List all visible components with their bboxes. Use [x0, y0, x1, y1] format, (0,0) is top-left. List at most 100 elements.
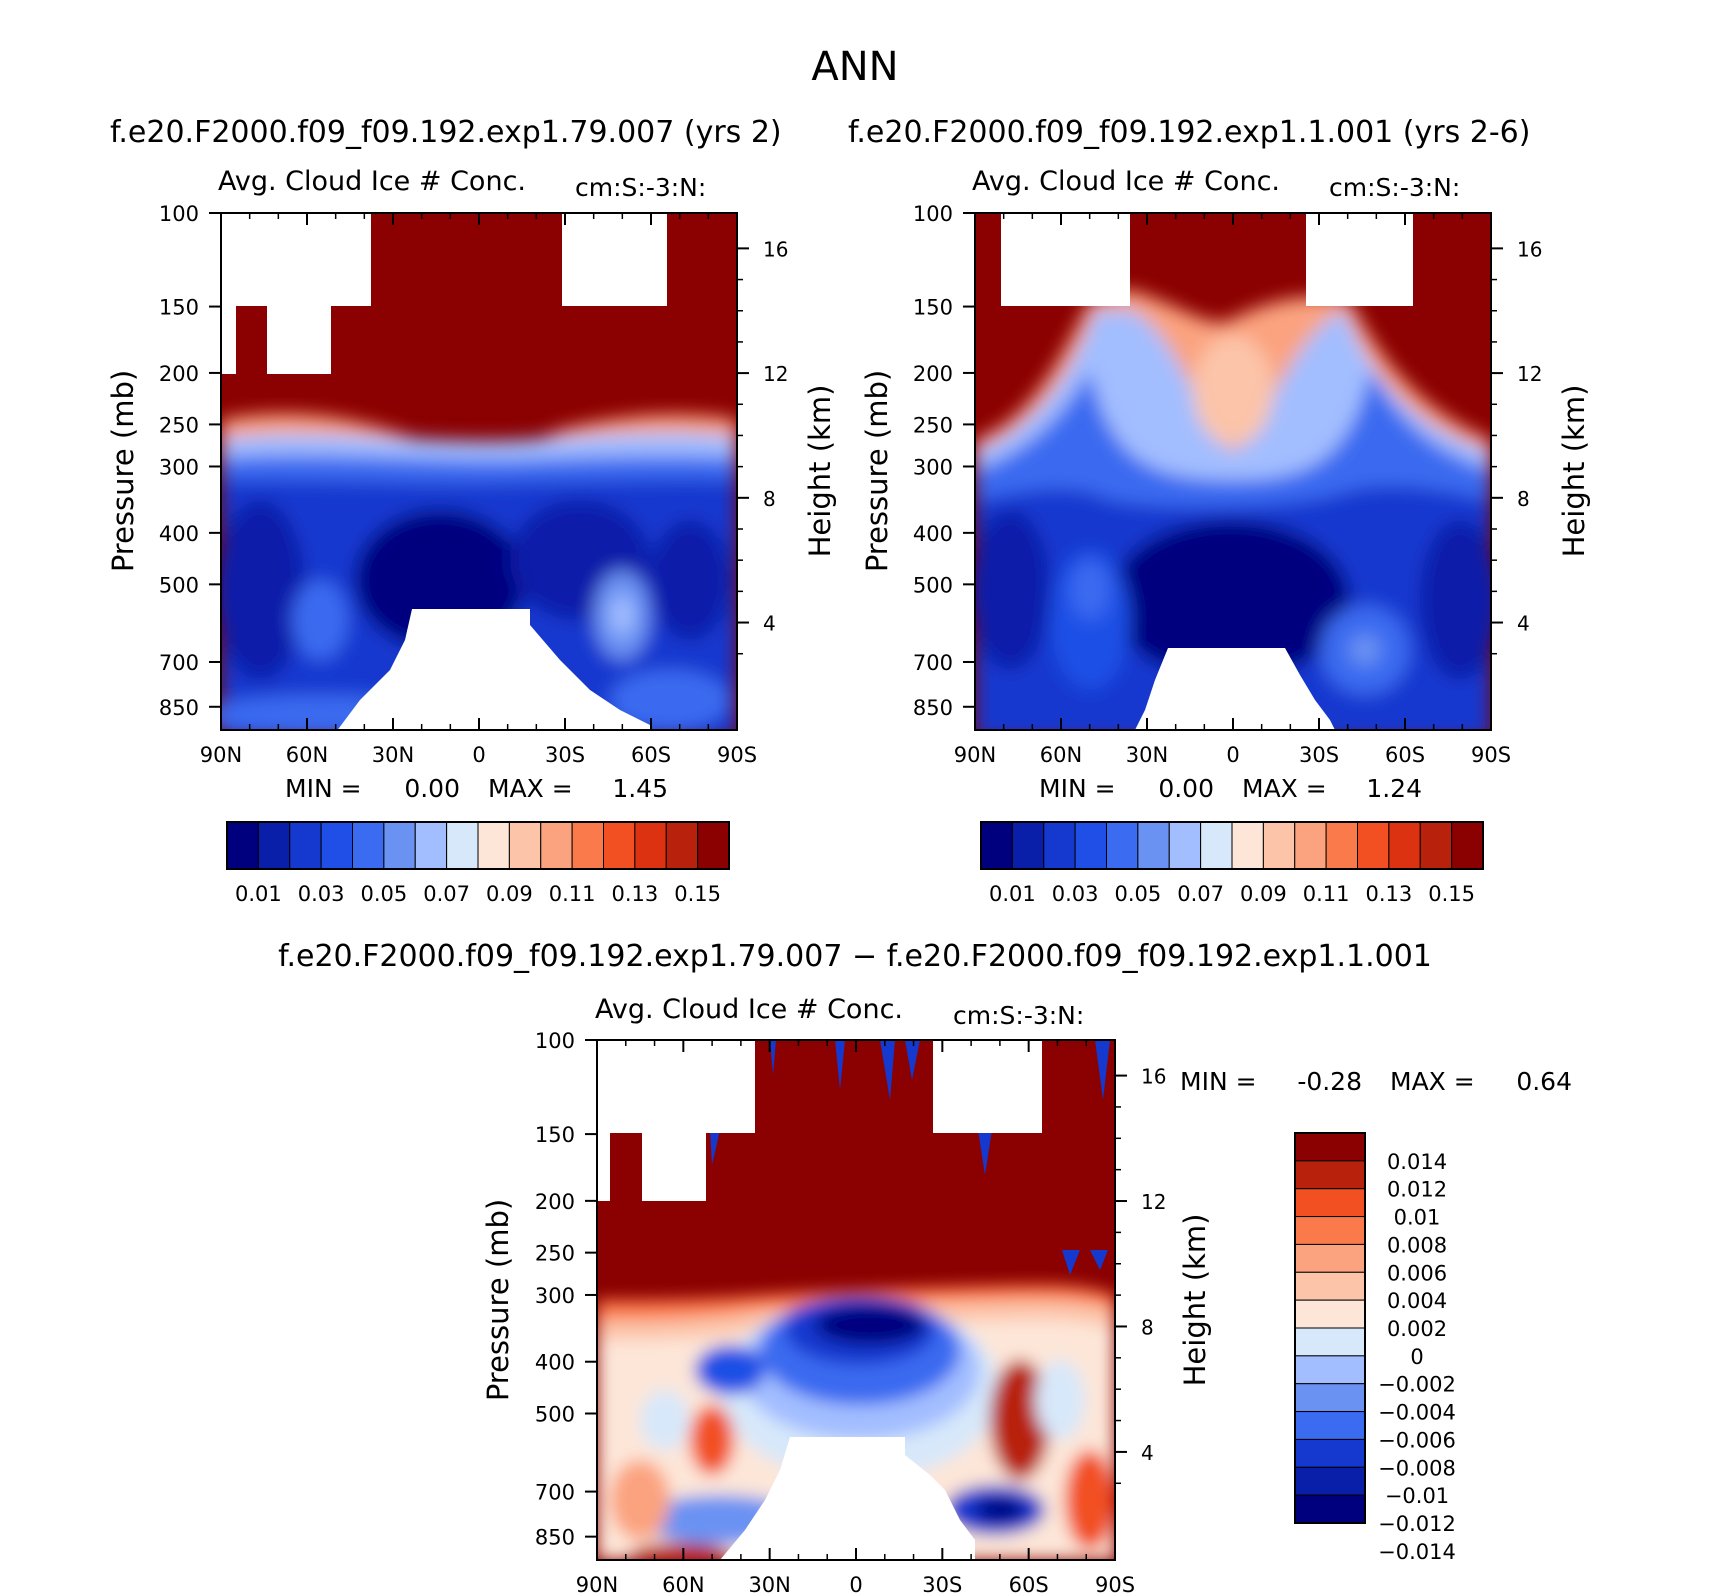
colorbar-swatch [1294, 1494, 1366, 1524]
colorbar-swatch [1325, 821, 1358, 870]
colorbar-swatch [540, 821, 573, 870]
diff-title: f.e20.F2000.f09_f09.192.exp1.79.007 − f.… [278, 939, 1432, 974]
panel-c-min-label: MIN = [1180, 1067, 1257, 1096]
colorbar-label: 0.05 [1114, 882, 1161, 906]
x-tick-label: 30S [922, 1573, 962, 1596]
x-tick-label: 60N [1040, 743, 1082, 767]
colorbar-swatch [665, 821, 699, 870]
panel-a-stats: MIN = 0.00 MAX = 1.45 [285, 774, 668, 803]
y-tick-label: 150 [913, 296, 953, 320]
colorbar-frame [980, 821, 1484, 870]
y-tick-label: 400 [535, 1351, 575, 1375]
y-right-tick-label: 8 [1141, 1315, 1154, 1339]
x-tick-label: 0 [1226, 743, 1239, 767]
panel-b-var-label: Avg. Cloud Ice # Conc. [972, 166, 1280, 197]
panel-b-ylabel: Pressure (mb) [860, 370, 894, 572]
x-tick-label: 60S [1385, 743, 1425, 767]
panel-a-ylabel: Pressure (mb) [106, 370, 140, 572]
panel-b-units: cm:S:-3:N: [1329, 173, 1460, 202]
x-tick-label: 90N [576, 1573, 618, 1596]
colorbar-swatch [1294, 821, 1327, 870]
y-tick-label: 850 [535, 1526, 575, 1550]
y-right-tick-label: 4 [1517, 612, 1530, 636]
y-tick-label: 400 [159, 522, 199, 546]
colorbar-swatch [352, 821, 385, 870]
y-tick-label: 150 [535, 1123, 575, 1147]
colorbar-label: 0.05 [360, 882, 407, 906]
colorbar-label: 0.13 [1365, 882, 1412, 906]
y-right-tick-label: 4 [763, 612, 776, 636]
panel-a-field [221, 213, 737, 730]
y-right-tick-label: 12 [1517, 362, 1542, 386]
colorbar-swatch [1294, 1216, 1366, 1245]
x-tick-label: 30S [545, 743, 585, 767]
y-right-tick-label: 16 [1517, 237, 1542, 261]
y-tick-label: 150 [159, 296, 199, 320]
colorbar-label: 0 [1410, 1345, 1423, 1369]
y-right-tick-label: 16 [1141, 1065, 1166, 1089]
colorbar-label: 0.09 [1240, 882, 1287, 906]
panel-c: Avg. Cloud Ice # Conc. cm:S:-3:N: [481, 994, 1572, 1596]
colorbar-swatch [1294, 1355, 1366, 1385]
panel-a-axes: 90N 60N 30N 0 30S 60S 90S 100 150 200 250 300 400 500… [159, 202, 789, 767]
panel-a: Avg. Cloud Ice # Conc. cm:S:-3:N: [106, 166, 837, 906]
y-tick-label: 300 [535, 1284, 575, 1308]
colorbar-swatch [414, 821, 448, 870]
panel-b-min-label: MIN = [1039, 774, 1116, 803]
colorbar-label: 0.01 [989, 882, 1036, 906]
panel-b-case-title: f.e20.F2000.f09_f09.192.exp1.1.001 (yrs … [848, 115, 1530, 150]
colorbar-swatch [1294, 1327, 1366, 1357]
x-tick-label: 30N [1126, 743, 1168, 767]
colorbar-swatch [1262, 821, 1296, 870]
colorbar-swatch [1137, 821, 1170, 870]
panel-c-stats: MIN = -0.28 MAX = 0.64 [1180, 1067, 1572, 1096]
colorbar-label: −0.008 [1378, 1456, 1456, 1480]
x-tick-label: 60N [286, 743, 328, 767]
colorbar-label: 0.07 [423, 882, 470, 906]
x-tick-label: 30S [1299, 743, 1339, 767]
y-tick-label: 400 [913, 522, 953, 546]
colorbar-label: 0.03 [1052, 882, 1099, 906]
colorbar-swatch [1451, 821, 1484, 870]
x-tick-label: 60S [1009, 1573, 1049, 1596]
colorbar-label: −0.012 [1378, 1512, 1456, 1536]
colorbar-label: 0.01 [1394, 1206, 1441, 1230]
y-tick-label: 700 [159, 651, 199, 675]
colorbar-label: −0.014 [1378, 1540, 1456, 1564]
colorbar-swatch [1294, 1160, 1366, 1190]
colorbar-swatch [508, 821, 542, 870]
y-right-tick-label: 16 [763, 237, 788, 261]
colorbar-label: −0.01 [1385, 1484, 1449, 1508]
panel-c-min: -0.28 [1297, 1067, 1362, 1096]
colorbar-label: 0.11 [549, 882, 596, 906]
colorbar-swatch [1043, 821, 1076, 870]
x-tick-label: 0 [849, 1573, 862, 1596]
colorbar-label: 0.004 [1387, 1289, 1447, 1313]
y-tick-label: 100 [913, 202, 953, 226]
colorbar-swatch [571, 821, 604, 870]
x-tick-label: 0 [472, 743, 485, 767]
panel-c-max-label: MAX = [1390, 1067, 1475, 1096]
panel-a-min: 0.00 [404, 774, 460, 803]
panel-b-max-label: MAX = [1242, 774, 1327, 803]
x-tick-label: 90S [1095, 1573, 1135, 1596]
panel-a-units: cm:S:-3:N: [575, 173, 706, 202]
panel-c-units: cm:S:-3:N: [953, 1001, 1084, 1030]
y-tick-label: 200 [159, 362, 199, 386]
panel-c-max: 0.64 [1516, 1067, 1572, 1096]
y-tick-label: 850 [159, 696, 199, 720]
colorbar-label: 0.09 [486, 882, 533, 906]
y-right-tick-label: 8 [1517, 487, 1530, 511]
y-tick-label: 250 [913, 413, 953, 437]
colorbar-frame [1294, 1132, 1366, 1524]
panel-b-field [975, 213, 1491, 730]
colorbar-swatch [1419, 821, 1453, 870]
y-tick-label: 250 [535, 1242, 575, 1266]
colorbar-swatch [603, 821, 636, 870]
panel-c-ylabel-right: Height (km) [1178, 1214, 1212, 1387]
colorbar-swatch [1106, 821, 1139, 870]
colorbar-label: 0.014 [1387, 1150, 1447, 1174]
panel-a-ylabel-right: Height (km) [803, 385, 837, 558]
colorbar-frame [226, 821, 730, 870]
